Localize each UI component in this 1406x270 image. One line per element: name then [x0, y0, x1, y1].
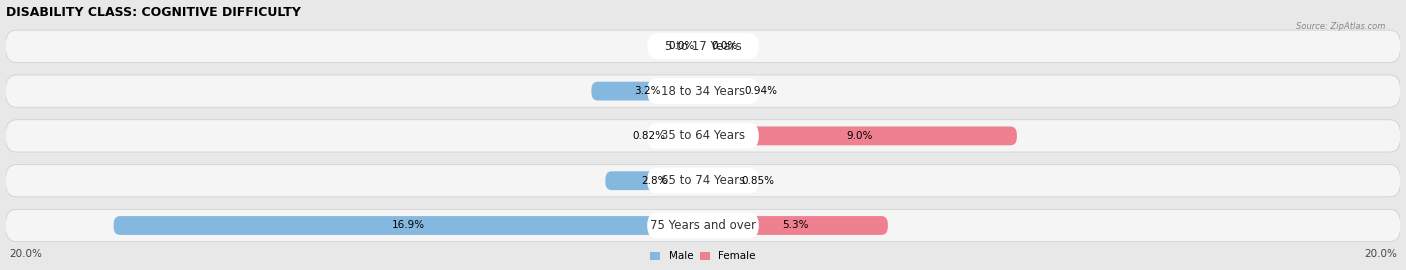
Text: 0.0%: 0.0%	[711, 41, 738, 51]
FancyBboxPatch shape	[6, 75, 1400, 107]
FancyBboxPatch shape	[606, 171, 703, 190]
FancyBboxPatch shape	[703, 82, 735, 100]
Text: 3.2%: 3.2%	[634, 86, 661, 96]
Text: 65 to 74 Years: 65 to 74 Years	[661, 174, 745, 187]
Text: 0.85%: 0.85%	[741, 176, 775, 186]
Text: 5 to 17 Years: 5 to 17 Years	[665, 40, 741, 53]
FancyBboxPatch shape	[647, 33, 759, 59]
FancyBboxPatch shape	[6, 165, 1400, 197]
FancyBboxPatch shape	[647, 78, 759, 104]
FancyBboxPatch shape	[592, 82, 703, 100]
FancyBboxPatch shape	[675, 126, 703, 145]
Text: 0.94%: 0.94%	[745, 86, 778, 96]
Text: Source: ZipAtlas.com: Source: ZipAtlas.com	[1295, 22, 1385, 31]
Text: 20.0%: 20.0%	[8, 249, 42, 259]
Text: 9.0%: 9.0%	[846, 131, 873, 141]
FancyBboxPatch shape	[6, 120, 1400, 152]
Text: 0.82%: 0.82%	[633, 131, 665, 141]
FancyBboxPatch shape	[647, 123, 759, 149]
Text: 0.0%: 0.0%	[668, 41, 695, 51]
FancyBboxPatch shape	[703, 126, 1017, 145]
FancyBboxPatch shape	[647, 168, 759, 194]
Text: 18 to 34 Years: 18 to 34 Years	[661, 85, 745, 97]
FancyBboxPatch shape	[6, 30, 1400, 62]
FancyBboxPatch shape	[647, 212, 759, 238]
FancyBboxPatch shape	[703, 171, 733, 190]
FancyBboxPatch shape	[114, 216, 703, 235]
Text: 75 Years and over: 75 Years and over	[650, 219, 756, 232]
Text: 20.0%: 20.0%	[1364, 249, 1398, 259]
Legend: Male, Female: Male, Female	[645, 247, 761, 266]
Text: 5.3%: 5.3%	[782, 221, 808, 231]
Text: DISABILITY CLASS: COGNITIVE DIFFICULTY: DISABILITY CLASS: COGNITIVE DIFFICULTY	[6, 6, 301, 19]
FancyBboxPatch shape	[703, 216, 887, 235]
Text: 16.9%: 16.9%	[392, 221, 425, 231]
Text: 35 to 64 Years: 35 to 64 Years	[661, 129, 745, 142]
FancyBboxPatch shape	[6, 209, 1400, 242]
Text: 2.8%: 2.8%	[641, 176, 668, 186]
